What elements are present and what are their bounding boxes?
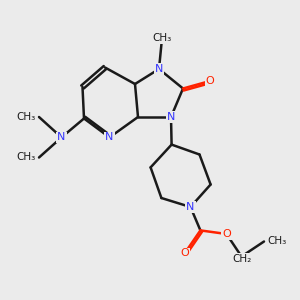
Text: CH₃: CH₃ <box>17 112 36 122</box>
Text: CH₃: CH₃ <box>267 236 286 247</box>
Text: O: O <box>222 229 231 239</box>
Text: N: N <box>186 202 195 212</box>
Text: CH₃: CH₃ <box>17 152 36 163</box>
Text: N: N <box>155 64 163 74</box>
Text: O: O <box>180 248 189 259</box>
Text: CH₃: CH₃ <box>152 33 172 43</box>
Text: N: N <box>105 132 114 142</box>
Text: O: O <box>206 76 214 86</box>
Text: CH₂: CH₂ <box>232 254 251 264</box>
Text: N: N <box>167 112 175 122</box>
Text: N: N <box>57 132 66 142</box>
